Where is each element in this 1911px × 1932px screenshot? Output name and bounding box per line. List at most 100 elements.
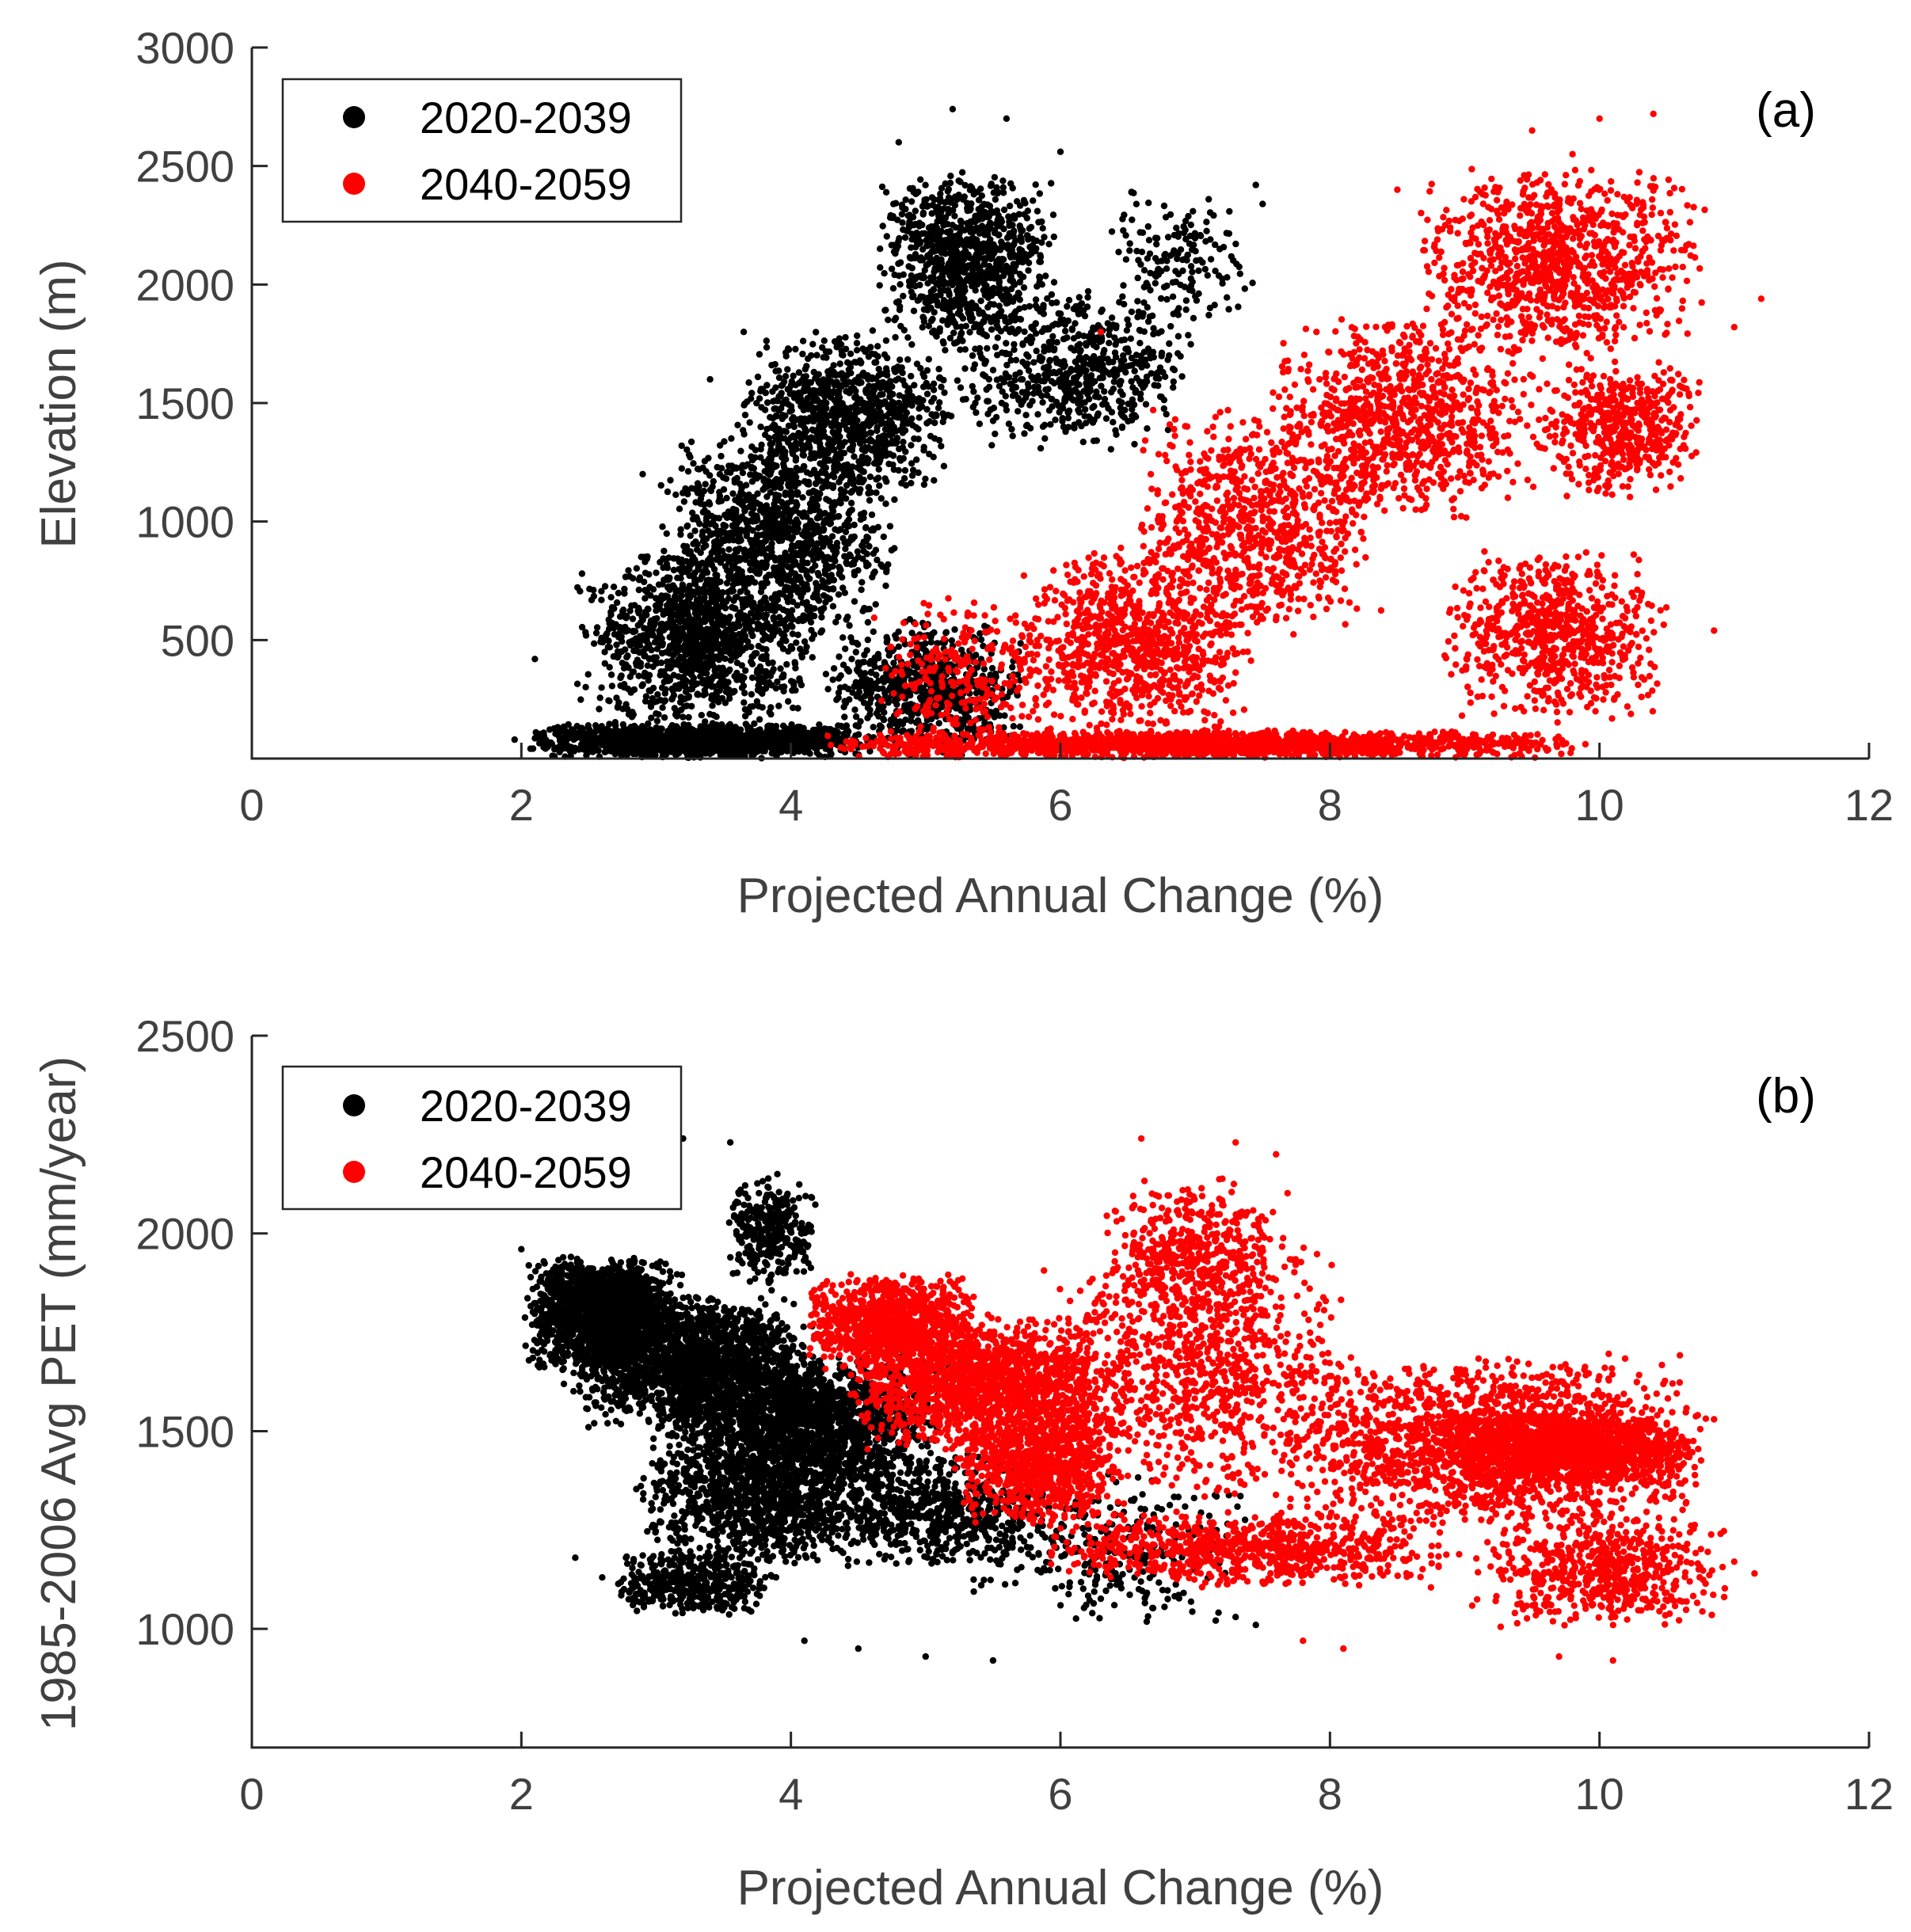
data-point <box>886 378 894 385</box>
data-point <box>582 632 590 639</box>
data-point <box>877 454 885 461</box>
data-point <box>882 365 890 372</box>
data-point <box>680 679 687 686</box>
data-point <box>748 465 756 472</box>
data-point <box>795 397 802 405</box>
data-point <box>888 265 896 272</box>
data-point <box>1006 202 1014 210</box>
data-point <box>857 516 865 523</box>
data-point <box>882 582 889 589</box>
data-point <box>870 525 877 532</box>
data-point <box>761 614 768 622</box>
data-point <box>701 640 708 648</box>
data-point <box>785 698 792 705</box>
data-point <box>680 713 687 721</box>
data-point <box>824 553 832 561</box>
data-point <box>780 463 788 471</box>
data-point <box>809 557 817 564</box>
data-point <box>712 514 719 522</box>
data-point <box>693 560 701 568</box>
data-point <box>737 648 744 656</box>
data-point <box>759 637 767 644</box>
data-point <box>603 747 611 755</box>
data-point <box>756 716 763 723</box>
data-point <box>683 522 691 530</box>
data-point <box>781 397 788 405</box>
data-point <box>799 337 807 344</box>
data-point <box>835 591 843 598</box>
data-point <box>748 497 755 504</box>
data-point <box>664 488 672 496</box>
data-point <box>782 626 790 633</box>
data-point <box>875 365 882 373</box>
data-point <box>578 724 585 732</box>
data-point <box>778 498 786 506</box>
data-point <box>716 489 723 496</box>
data-point <box>798 682 805 689</box>
data-point <box>655 581 663 588</box>
data-point <box>701 747 709 755</box>
data-point <box>1039 225 1046 232</box>
data-point <box>872 546 880 553</box>
data-point <box>987 182 995 189</box>
data-point <box>801 748 809 756</box>
data-point <box>694 480 702 487</box>
data-point <box>809 654 816 661</box>
data-point <box>831 473 838 481</box>
data-point <box>590 640 598 647</box>
data-point <box>608 683 616 690</box>
data-point <box>629 615 637 622</box>
data-point <box>886 451 894 458</box>
data-point <box>798 466 805 473</box>
data-point <box>641 569 649 576</box>
data-point <box>622 646 629 653</box>
data-point <box>611 719 619 726</box>
data-point <box>813 329 820 336</box>
data-point <box>951 212 958 219</box>
data-point <box>683 668 691 675</box>
data-point <box>796 510 803 517</box>
data-point <box>903 409 911 416</box>
data-point <box>857 485 864 493</box>
data-point <box>919 403 926 410</box>
data-point <box>683 488 691 496</box>
data-point <box>787 489 794 496</box>
data-point <box>768 540 775 547</box>
data-point <box>687 532 694 539</box>
data-point <box>623 653 630 661</box>
data-point <box>707 531 714 538</box>
data-point <box>805 742 813 749</box>
data-point <box>790 372 797 379</box>
data-point <box>728 435 735 442</box>
data-point <box>552 730 559 737</box>
data-point <box>664 674 672 681</box>
data-point <box>775 446 782 453</box>
data-point <box>557 742 564 750</box>
data-point <box>870 460 878 467</box>
data-point <box>582 683 589 690</box>
data-point <box>740 699 748 706</box>
data-point <box>725 546 733 553</box>
data-point <box>734 421 741 428</box>
data-point <box>876 482 883 489</box>
data-point <box>867 429 875 436</box>
data-point <box>792 345 799 353</box>
data-point <box>714 642 721 649</box>
data-point <box>988 207 995 215</box>
data-point <box>756 663 764 671</box>
data-point <box>768 549 775 556</box>
data-point <box>714 628 722 635</box>
data-point <box>711 587 718 594</box>
data-point <box>677 531 684 538</box>
data-point <box>885 410 893 417</box>
data-point <box>805 539 812 546</box>
data-point <box>750 750 758 757</box>
data-point <box>598 737 605 744</box>
data-point <box>797 548 805 555</box>
data-point <box>712 581 719 588</box>
data-point <box>611 630 619 638</box>
data-point <box>725 747 733 755</box>
data-point <box>691 580 699 588</box>
data-point <box>667 664 674 672</box>
data-point <box>639 740 647 747</box>
